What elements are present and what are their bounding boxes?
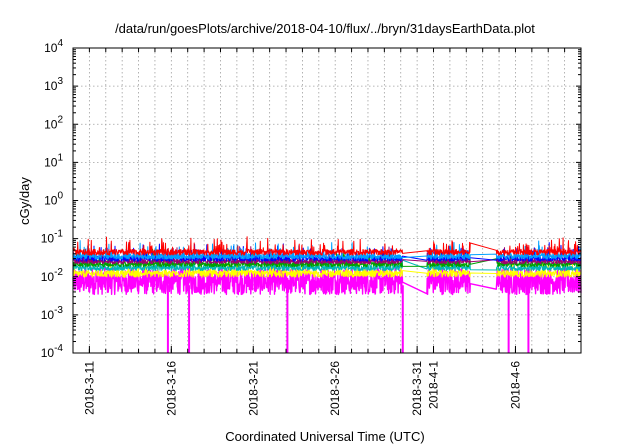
series-line: [72, 240, 582, 260]
x-tick-label: 2018-4-1: [427, 361, 441, 409]
y-tick-exponent: -2: [54, 267, 63, 278]
y-tick-label: 100: [44, 191, 63, 208]
x-tick-label: 2018-4-6: [508, 361, 522, 409]
y-tick-exponent: 1: [57, 152, 63, 163]
y-tick-exponent: -1: [54, 229, 63, 240]
y-tick-label: 10-4: [41, 343, 64, 360]
y-tick-label: 103: [44, 76, 63, 93]
x-tick-label: 2018-3-31: [410, 361, 424, 416]
y-tick-exponent: 2: [57, 114, 63, 125]
x-tick-label: 2018-3-11: [82, 361, 96, 415]
y-tick-exponent: -4: [54, 343, 63, 354]
x-tick-label: 2018-3-21: [246, 361, 260, 416]
series-line: [72, 236, 582, 256]
series-layer: [72, 236, 582, 353]
y-tick-exponent: 0: [57, 191, 63, 202]
grid: [73, 48, 581, 353]
x-tick-label: 2018-3-16: [164, 361, 178, 416]
y-tick-label: 10-3: [41, 305, 64, 322]
y-tick-label: 104: [44, 38, 63, 55]
y-tick-exponent: -3: [54, 305, 63, 316]
y-axis-label: cGy/day: [17, 177, 32, 225]
x-axis-label: Coordinated Universal Time (UTC): [225, 429, 424, 444]
y-tick-label: 101: [44, 152, 63, 169]
x-ticks: 2018-3-11 2018-3-16 2018-3-21 2018-3-26 2018…: [82, 48, 566, 416]
y-tick-label: 10-1: [41, 229, 64, 246]
y-tick-exponent: 3: [57, 76, 63, 87]
y-tick-label: 10-2: [41, 267, 64, 284]
y-tick-label: 102: [44, 114, 63, 131]
y-tick-exponent: 4: [57, 38, 63, 49]
x-tick-label: 2018-3-26: [328, 361, 342, 416]
series-line: [72, 253, 582, 272]
chart-title: /data/run/goesPlots/archive/2018-04-10/f…: [115, 21, 535, 36]
